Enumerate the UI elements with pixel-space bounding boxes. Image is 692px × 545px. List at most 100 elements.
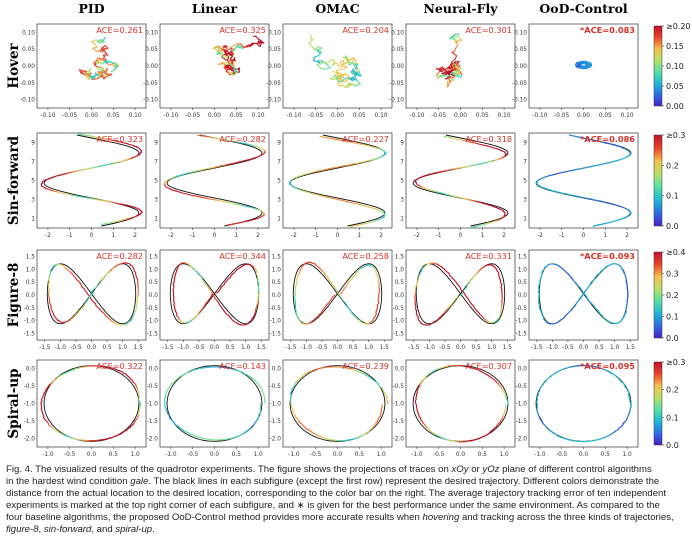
x-tick-label: 1.5 bbox=[380, 345, 390, 351]
actual-trace bbox=[78, 36, 120, 80]
y-tick-label: 3 bbox=[31, 198, 35, 204]
subplot-neural-fly: ACE=0.318 -2 -1 0 1 2 9 7 5 3 1 bbox=[400, 132, 516, 239]
x-tick-label: 2 bbox=[133, 233, 137, 239]
x-tick-label: 0.0 bbox=[87, 452, 97, 458]
x-tick-label: -1.0 bbox=[42, 452, 54, 458]
y-tick-label: 1.5 bbox=[149, 254, 159, 260]
y-tick-label: 1.0 bbox=[395, 267, 405, 273]
y-tick-label: 1 bbox=[154, 217, 158, 223]
subplot-neural-fly: ACE=0.331-1.5 -1.0 -0.5 0.0 0.5 1.0 1.51.51.00… bbox=[393, 249, 516, 351]
y-tick-label: 1.0 bbox=[272, 267, 282, 273]
axes-frame bbox=[159, 359, 270, 448]
y-tick-label: 0.0 bbox=[149, 293, 159, 299]
x-tick-label: -1.5 bbox=[285, 345, 297, 351]
x-tick-label: 0.5 bbox=[471, 345, 481, 351]
desired-trajectory bbox=[169, 263, 260, 325]
colorbar-tick-label: ≥0.20 bbox=[666, 22, 691, 31]
row-hover: Hover ACE=0.261 -0.10 -0.05 0.00 0.05 0.10 0.10… bbox=[6, 22, 691, 119]
y-tick-label: -1.5 bbox=[393, 332, 405, 338]
colorbar-tick-label: 0.2 bbox=[666, 161, 679, 170]
x-tick-label: -0.5 bbox=[439, 345, 451, 351]
x-tick-label: -0.05 bbox=[185, 113, 200, 119]
x-tick-label: 1.0 bbox=[253, 452, 263, 458]
method-header: PID bbox=[78, 1, 104, 16]
y-tick-label: -2.0 bbox=[147, 436, 159, 442]
x-tick-label: -0.5 bbox=[562, 345, 574, 351]
subplot-linear: ACE=0.143 -1.0 -0.5 0.0 0.5 1.0 0.0 -0.5 -1.0 -1.… bbox=[147, 359, 270, 458]
x-tick-label: 1.0 bbox=[241, 345, 251, 351]
y-tick-label: -0.05 bbox=[20, 81, 35, 87]
colorbar bbox=[653, 361, 663, 446]
y-tick-label: -0.10 bbox=[266, 98, 281, 104]
x-tick-label: -1.0 bbox=[411, 452, 423, 458]
x-tick-label: 0.5 bbox=[109, 452, 119, 458]
x-tick-label: 0.5 bbox=[594, 345, 604, 351]
x-tick-label: 0.00 bbox=[331, 113, 344, 119]
y-tick-label: 0.5 bbox=[26, 280, 36, 286]
x-tick-label: 1.5 bbox=[134, 345, 144, 351]
y-tick-label: 0.5 bbox=[518, 280, 528, 286]
x-tick-label: -0.10 bbox=[532, 113, 547, 119]
x-tick-label: -2 bbox=[45, 233, 51, 239]
row-label: Sin-forward bbox=[6, 135, 22, 225]
x-tick-label: 1.0 bbox=[610, 345, 620, 351]
ace-label: ACE=0.282 bbox=[219, 134, 266, 144]
axes-frame bbox=[36, 132, 147, 229]
y-tick-label: 3 bbox=[277, 198, 281, 204]
x-tick-label: -0.10 bbox=[40, 113, 55, 119]
x-tick-label: -0.5 bbox=[187, 452, 199, 458]
y-tick-label: -0.10 bbox=[20, 98, 35, 104]
y-tick-label: 0.05 bbox=[268, 47, 281, 53]
caption-line: experiments is marked at the top right c… bbox=[6, 500, 660, 512]
axes-frame bbox=[159, 23, 270, 109]
y-tick-label: -0.05 bbox=[143, 81, 158, 87]
y-tick-label: 7 bbox=[400, 160, 404, 166]
ace-label: ACE=0.301 bbox=[465, 25, 512, 35]
ace-label: *ACE=0.086 bbox=[580, 134, 635, 144]
actual-trace bbox=[213, 35, 265, 76]
x-tick-label: 1.5 bbox=[503, 345, 513, 351]
x-tick-label: 1.5 bbox=[257, 345, 267, 351]
axes-frame bbox=[282, 249, 393, 341]
row-label: Hover bbox=[6, 42, 22, 88]
x-tick-label: -1 bbox=[313, 233, 319, 239]
x-tick-label: -1.0 bbox=[55, 345, 67, 351]
row-label: Spiral-up bbox=[6, 368, 22, 438]
x-tick-label: -1.0 bbox=[165, 452, 177, 458]
x-tick-label: 0.0 bbox=[579, 452, 589, 458]
x-tick-label: 0.00 bbox=[85, 113, 98, 119]
x-tick-label: 1.0 bbox=[499, 452, 509, 458]
y-tick-label: 9 bbox=[400, 141, 404, 147]
x-tick-label: 1.0 bbox=[376, 452, 386, 458]
x-tick-label: 0 bbox=[459, 233, 463, 239]
y-tick-label: 1.5 bbox=[26, 254, 36, 260]
y-tick-label: 0.0 bbox=[518, 293, 528, 299]
colorbar bbox=[653, 251, 663, 339]
row-spiral-up: Spiral-up ACE=0.322 -1.0 -0.5 0.0 0.5 1.0 0.0 -0… bbox=[6, 358, 685, 458]
x-tick-label: 0 bbox=[90, 233, 94, 239]
y-tick-label: -1.5 bbox=[393, 419, 405, 425]
x-tick-label: 0.00 bbox=[577, 113, 590, 119]
y-tick-label: 0.10 bbox=[268, 30, 281, 36]
y-tick-label: 3 bbox=[400, 198, 404, 204]
x-tick-label: 2 bbox=[379, 233, 383, 239]
y-tick-label: -1.5 bbox=[516, 332, 528, 338]
y-tick-label: -0.5 bbox=[270, 306, 282, 312]
y-tick-label: 1 bbox=[523, 217, 527, 223]
y-tick-label: -0.5 bbox=[393, 306, 405, 312]
subplot-omac: ACE=0.258-1.5 -1.0 -0.5 0.0 0.5 1.0 1.51.51.00… bbox=[270, 249, 393, 351]
ace-label: ACE=0.331 bbox=[465, 251, 512, 261]
x-tick-label: -0.5 bbox=[310, 452, 322, 458]
y-tick-label: -1.0 bbox=[147, 402, 159, 408]
y-tick-label: -0.05 bbox=[266, 81, 281, 87]
x-tick-label: 1.0 bbox=[487, 345, 497, 351]
actual-trace bbox=[414, 262, 503, 326]
y-tick-label: -1.0 bbox=[393, 402, 405, 408]
subplot-linear: ACE=0.325 -0.10 -0.05 0.00 0.05 0.10 0.10 0.05 0… bbox=[143, 23, 270, 119]
x-tick-label: -0.5 bbox=[64, 452, 76, 458]
x-tick-label: -0.05 bbox=[62, 113, 77, 119]
colorbar-tick-label: ≥0.3 bbox=[666, 131, 685, 140]
x-tick-label: -0.10 bbox=[163, 113, 178, 119]
subplot-neural-fly: ACE=0.307 -1.0 -0.5 0.0 0.5 1.0 0.0 -0.5 -1.0 -1.… bbox=[393, 359, 516, 458]
ace-label: ACE=0.261 bbox=[96, 25, 143, 35]
